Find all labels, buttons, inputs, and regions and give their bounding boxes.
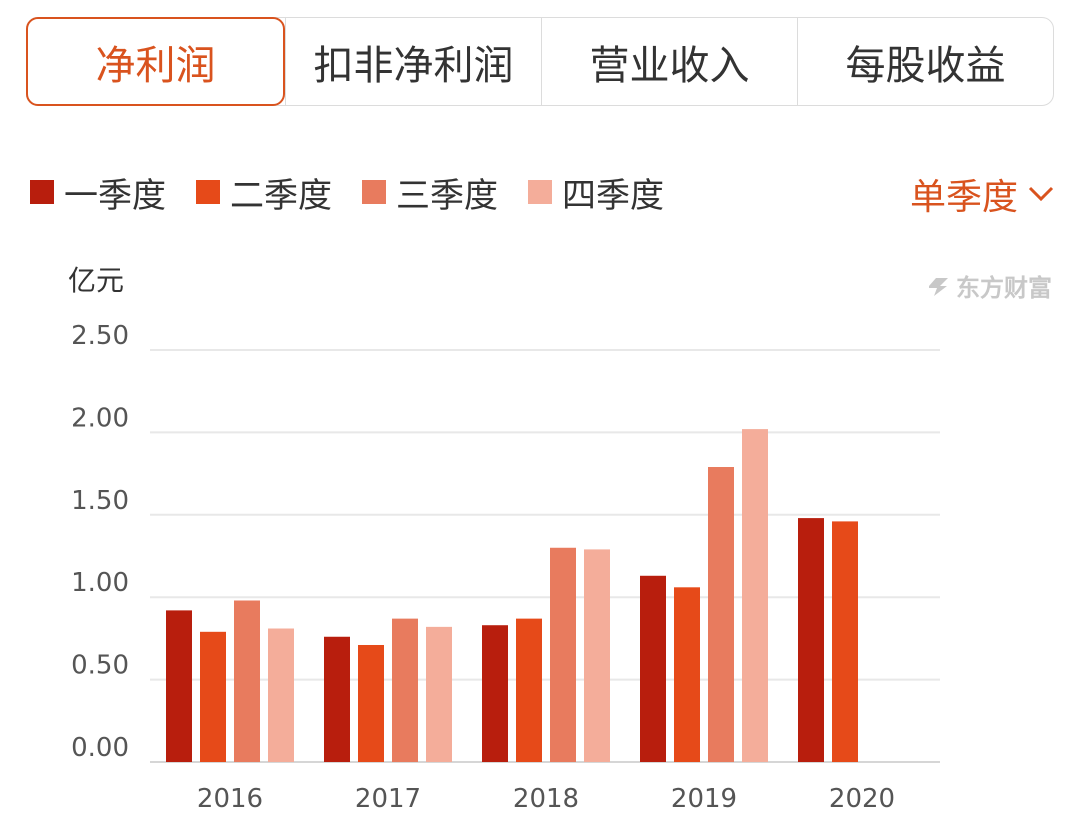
- y-tick-label: 2.00: [71, 403, 129, 433]
- legend-label-q4: 四季度: [562, 175, 664, 216]
- y-tick-label: 1.00: [71, 568, 129, 598]
- watermark: 东方财富: [926, 268, 1052, 303]
- legend-item-q3: 三季度: [362, 168, 498, 217]
- x-tick-label: 2016: [197, 784, 263, 814]
- tab-net-profit[interactable]: 净利润: [26, 17, 285, 106]
- y-tick-label: 1.50: [71, 486, 129, 516]
- tab-revenue[interactable]: 营业收入: [541, 18, 797, 105]
- y-tick-label: 2.50: [71, 321, 129, 351]
- bar-chart: 亿元 0.00 0.50 1.00 1.50 2.00 2.50 2016 2017 2018…: [68, 264, 940, 814]
- bar-2019-q3[interactable]: [708, 467, 734, 762]
- y-tick-label: 0.00: [71, 733, 129, 763]
- legend-item-q4: 四季度: [528, 168, 664, 217]
- y-tick-label: 0.50: [71, 651, 129, 681]
- bar-2016-q4[interactable]: [268, 628, 294, 762]
- chevron-down-icon: [1028, 186, 1054, 202]
- bar-2017-q1[interactable]: [324, 636, 350, 762]
- watermark-text: 东方财富: [956, 274, 1052, 302]
- metric-tabs: 净利润 扣非净利润 营业收入 每股收益: [26, 17, 1054, 106]
- legend-label-q3: 三季度: [396, 175, 498, 216]
- eastmoney-logo-icon: [929, 277, 948, 296]
- bar-2016-q3[interactable]: [234, 600, 260, 762]
- bar-2016-q1[interactable]: [166, 610, 192, 762]
- tab-deducted-net-profit[interactable]: 扣非净利润: [285, 18, 541, 105]
- bar-2017-q4[interactable]: [426, 626, 452, 762]
- y-axis-unit: 亿元: [68, 264, 124, 297]
- bar-2017-q2[interactable]: [358, 644, 384, 762]
- legend-swatch-q2: [196, 180, 220, 204]
- legend-swatch-q3: [362, 180, 386, 204]
- legend-item-q1: 一季度: [30, 168, 166, 217]
- bar-2018-q2[interactable]: [516, 618, 542, 762]
- bar-2018-q3[interactable]: [550, 547, 576, 762]
- bar-2018-q1[interactable]: [482, 625, 508, 762]
- bar-2019-q1[interactable]: [640, 575, 666, 762]
- bar-2017-q3[interactable]: [392, 618, 418, 762]
- legend-swatch-q1: [30, 180, 54, 204]
- bar-2020-q1[interactable]: [798, 518, 824, 762]
- x-tick-label: 2017: [355, 784, 421, 814]
- x-tick-label: 2020: [829, 784, 895, 814]
- legend-label-q1: 一季度: [64, 175, 166, 216]
- x-axis-ticks: 2016 2017 2018 2019 2020: [197, 784, 895, 814]
- period-mode-dropdown[interactable]: 单季度: [910, 168, 1054, 220]
- bar-2016-q2[interactable]: [200, 631, 226, 762]
- bar-2019-q4[interactable]: [742, 429, 768, 762]
- period-mode-label: 单季度: [909, 177, 1018, 218]
- bar-2019-q2[interactable]: [674, 587, 700, 762]
- bar-2020-q2[interactable]: [832, 521, 858, 762]
- x-tick-label: 2018: [513, 784, 579, 814]
- legend-label-q2: 二季度: [230, 175, 332, 216]
- legend-swatch-q4: [528, 180, 552, 204]
- bar-2018-q4[interactable]: [584, 549, 610, 762]
- tab-eps[interactable]: 每股收益: [797, 18, 1053, 105]
- chart-legend: 一季度 二季度 三季度 四季度: [30, 168, 694, 217]
- legend-item-q2: 二季度: [196, 168, 332, 217]
- x-tick-label: 2019: [671, 784, 737, 814]
- bars-layer: [166, 429, 858, 762]
